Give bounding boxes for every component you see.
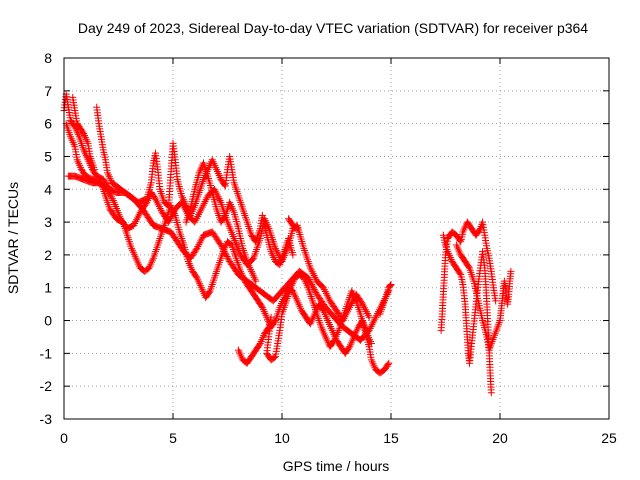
x-tick-label: 0 — [60, 430, 68, 446]
data-point-marker — [249, 255, 257, 263]
data-point-marker — [456, 236, 464, 244]
data-point-marker — [465, 263, 473, 271]
data-point-marker — [220, 181, 228, 189]
data-point-marker — [329, 338, 337, 346]
x-tick-label: 5 — [169, 430, 177, 446]
y-tick-label: -1 — [40, 345, 53, 361]
y-tick-label: 2 — [44, 247, 52, 263]
data-point-marker — [224, 254, 232, 262]
chart-title: Day 249 of 2023, Sidereal Day-to-day VTE… — [78, 20, 588, 36]
data-point-marker — [384, 361, 392, 369]
data-point-marker — [289, 251, 297, 259]
data-point-marker — [345, 344, 353, 352]
data-point-marker — [319, 305, 327, 313]
data-point-marker — [151, 194, 159, 202]
x-tick-label: 25 — [601, 430, 617, 446]
x-tick-label: 15 — [383, 430, 399, 446]
data-point-marker — [507, 267, 515, 275]
data-point-marker — [386, 282, 394, 290]
data-point-marker — [308, 280, 316, 288]
x-tick-label: 10 — [274, 430, 290, 446]
grid — [63, 57, 610, 420]
data-point-marker — [365, 313, 373, 321]
y-axis-label: SDTVAR / TECUs — [5, 182, 21, 294]
data-point-marker — [292, 224, 300, 232]
data-point-marker — [227, 240, 235, 248]
data-point-marker — [79, 128, 87, 136]
plot-frame — [63, 57, 610, 420]
data-point-marker — [91, 166, 99, 174]
data-point-marker — [255, 341, 263, 349]
data-point-marker — [258, 302, 266, 310]
data-point-marker — [192, 273, 200, 281]
data-point-marker — [222, 251, 230, 259]
y-tick-label: 3 — [44, 214, 52, 230]
data-point-marker — [387, 280, 395, 288]
data-point-marker — [223, 253, 231, 261]
data-points — [60, 90, 515, 397]
y-tick-label: 1 — [44, 280, 52, 296]
data-point-marker — [205, 288, 213, 296]
data-point-marker — [310, 285, 318, 293]
y-tick-label: 5 — [44, 148, 52, 164]
data-point-marker — [311, 287, 319, 295]
data-point-marker — [293, 225, 301, 233]
data-point-marker — [252, 277, 260, 285]
x-tick-label: 20 — [492, 430, 508, 446]
y-tick-label: -3 — [40, 411, 53, 427]
data-point-marker — [270, 353, 278, 361]
y-tick-label: 0 — [44, 313, 52, 329]
data-point-marker — [492, 297, 500, 305]
data-point-marker — [275, 260, 283, 268]
data-point-marker — [307, 279, 315, 287]
y-tick-labels: -3 -2 -1 0 1 2 3 4 5 6 7 8 — [40, 50, 53, 427]
y-tick-label: 4 — [44, 181, 52, 197]
data-point-marker — [217, 241, 225, 249]
data-point-marker — [456, 269, 464, 277]
data-point-marker — [385, 359, 393, 367]
x-axis-label: GPS time / hours — [283, 458, 390, 474]
y-tick-label: 6 — [44, 116, 52, 132]
y-tick-label: -2 — [40, 378, 53, 394]
data-point-marker — [487, 389, 495, 397]
y-tick-label: 8 — [44, 50, 52, 66]
data-point-marker — [220, 213, 228, 221]
x-tick-labels: 0 5 10 15 20 25 — [60, 430, 617, 446]
y-tick-label: 7 — [44, 83, 52, 99]
